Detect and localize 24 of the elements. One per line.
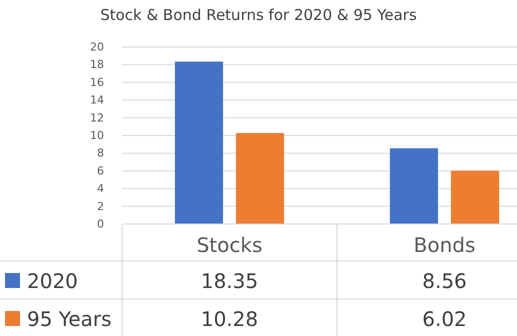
data-label: 6.02	[422, 307, 467, 331]
y-tick-label: 0	[97, 218, 104, 231]
chart-title: Stock & Bond Returns for 2020 & 95 Years	[100, 6, 417, 24]
legend-label: 2020	[27, 269, 78, 293]
x-tick-label: Bonds	[414, 233, 476, 257]
y-tick-label: 10	[90, 129, 104, 142]
y-tick-label: 4	[97, 182, 104, 196]
y-tick-label: 12	[90, 111, 104, 124]
y-tick-label: 2	[97, 200, 104, 213]
data-label: 8.56	[422, 269, 467, 293]
bar	[390, 148, 438, 224]
y-tick-label: 8	[97, 146, 104, 160]
y-tick-label: 20	[90, 40, 104, 54]
legend-label: 95 Years	[27, 307, 112, 331]
data-label: 10.28	[200, 307, 258, 331]
bar	[174, 62, 224, 224]
y-tick-label: 16	[90, 76, 104, 89]
y-tick-label: 14	[90, 94, 104, 107]
y-tick-label: 18	[90, 58, 104, 72]
x-tick-label: Stocks	[196, 233, 262, 257]
bar	[236, 133, 284, 224]
data-label: 18.35	[200, 269, 258, 293]
bar	[450, 170, 500, 224]
y-tick-label: 6	[97, 164, 104, 178]
